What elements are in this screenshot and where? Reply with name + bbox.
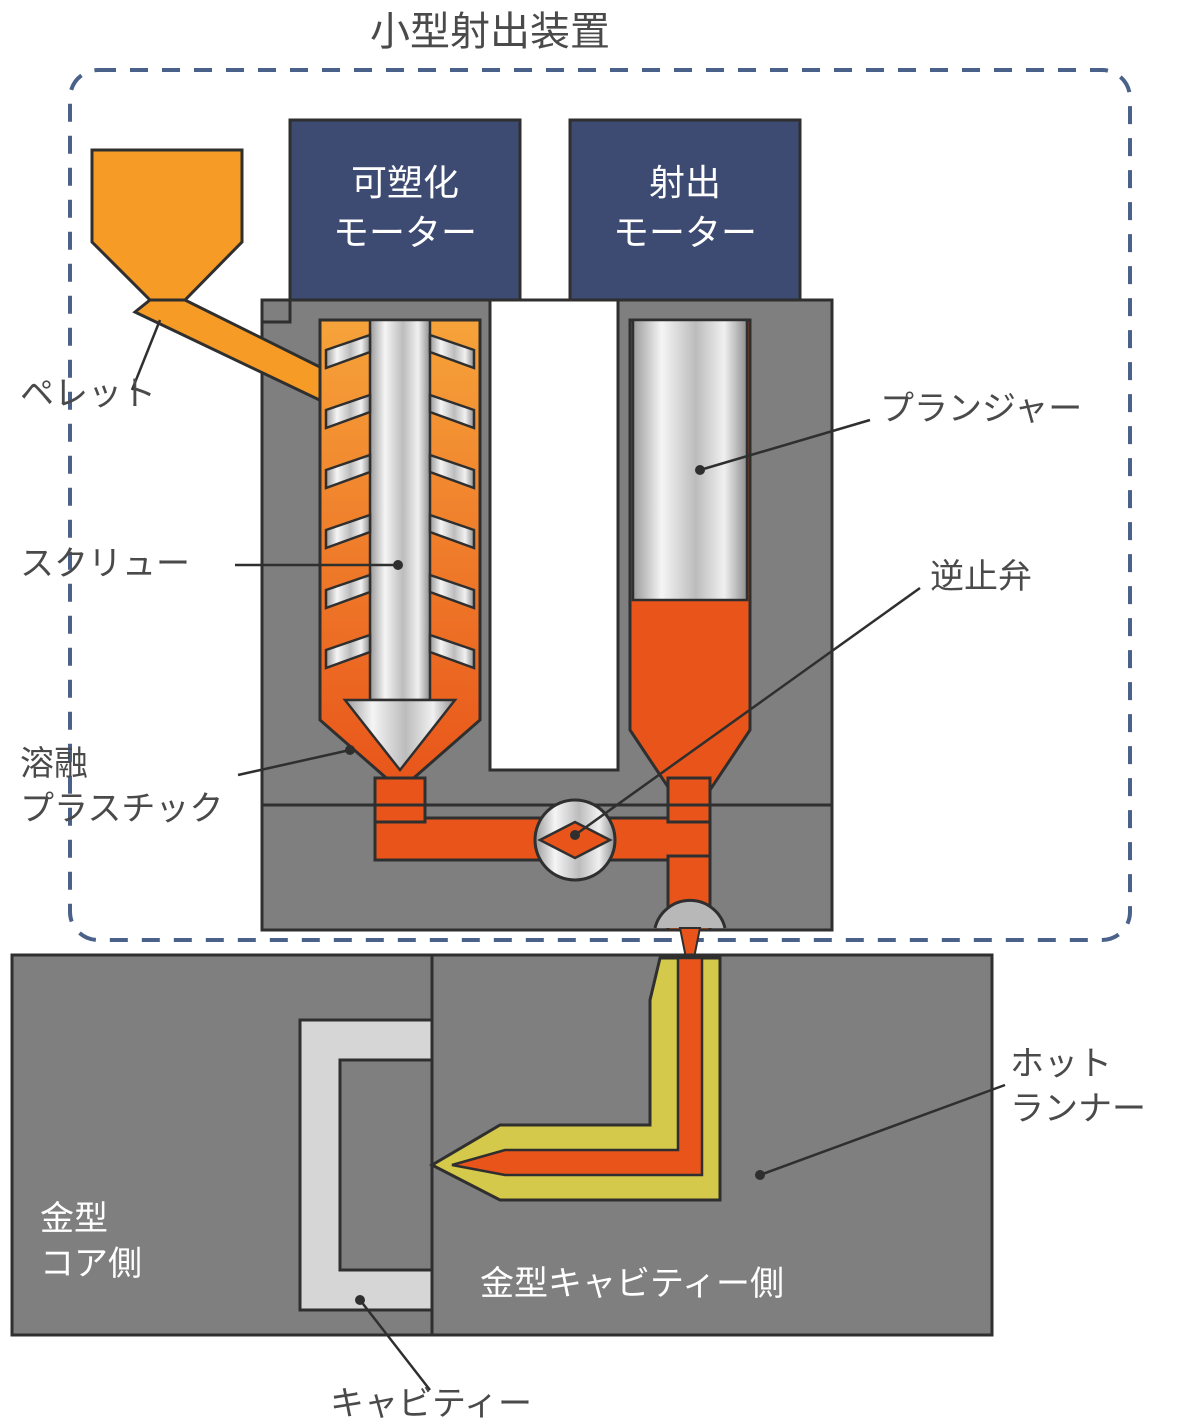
label-melt-2: プラスチック [20, 790, 223, 828]
label-hotrunner-1: ホット [1010, 1045, 1112, 1083]
injection-motor-label-1: 射出 [649, 162, 721, 203]
label-hotrunner-2: ランナー [1010, 1090, 1146, 1128]
screw-barrel [320, 320, 480, 790]
injection-molding-diagram: 小型射出装置 可塑化 モーター 射出 モーター [0, 0, 1200, 1421]
label-cavity: キャビティー [330, 1385, 532, 1421]
mold-core-label-2: コア側 [40, 1245, 142, 1283]
label-melt-1: 溶融 [20, 745, 88, 783]
plunger-barrel [630, 320, 750, 790]
label-plunger: プランジャー [880, 390, 1082, 428]
injection-motor-label-2: モーター [613, 212, 757, 253]
mold-cavity-side-label: 金型キャビティー側 [480, 1265, 784, 1303]
label-check-valve: 逆止弁 [930, 558, 1032, 596]
plasticizing-motor-label-2: モーター [333, 212, 477, 253]
diagram-title: 小型射出装置 [370, 10, 610, 54]
plasticizing-motor-label-1: 可塑化 [351, 162, 459, 203]
plasticizing-motor: 可塑化 モーター [290, 120, 520, 300]
label-pellet: ペレット [20, 375, 156, 413]
injection-motor: 射出 モーター [570, 120, 800, 300]
mold-core-label-1: 金型 [40, 1200, 108, 1238]
label-screw: スクリュー [20, 545, 190, 583]
